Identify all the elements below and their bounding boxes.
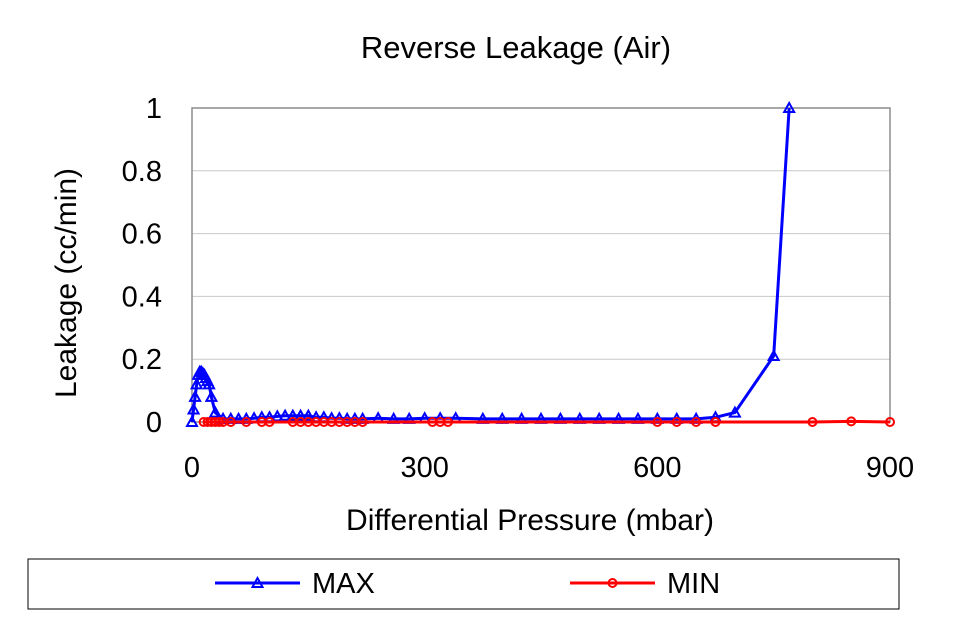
x-tick-label: 900 [866, 452, 914, 484]
data-point-min [225, 417, 236, 427]
data-point-max [766, 349, 781, 362]
data-point-max [782, 100, 796, 113]
data-point-max [208, 405, 222, 418]
data-point-max [286, 408, 300, 421]
y-tick-label: 0.8 [122, 156, 162, 188]
legend: MAX MIN [27, 558, 900, 610]
legend-label-max: MAX [312, 568, 375, 600]
y-tick-label: 1 [146, 93, 162, 125]
x-tick-label: 300 [400, 452, 448, 484]
y-tick-label: 0 [146, 407, 162, 439]
data-point-max [189, 377, 204, 390]
data-point-max [185, 414, 199, 427]
data-point-min [442, 417, 453, 427]
series-line-min [203, 419, 891, 424]
data-point-max [728, 405, 742, 418]
chart-title: Reverse Leakage (Air) [361, 30, 671, 65]
x-tick-label: 0 [184, 452, 200, 484]
data-point-max [301, 408, 316, 421]
data-point-max [293, 408, 308, 421]
data-point-max [204, 389, 219, 402]
data-point-min [710, 417, 721, 427]
data-point-min [671, 417, 682, 427]
data-point-min [652, 417, 663, 427]
legend-marker-min [607, 578, 618, 588]
legend-items: MAX MIN [215, 568, 720, 600]
data-point-max [188, 389, 202, 402]
data-point-max [186, 402, 201, 415]
y-axis-title: Leakage (cc/min) [50, 168, 83, 398]
legend-marker-max [250, 575, 265, 588]
series-min [198, 416, 895, 427]
data-point-min [807, 417, 818, 427]
y-tick-labels: 0 0.2 0.4 0.6 0.8 1 [122, 93, 162, 439]
data-point-min [214, 417, 225, 427]
x-tick-label: 600 [633, 452, 681, 484]
data-point-min [264, 417, 275, 427]
legend-box [27, 558, 900, 610]
x-axis-title: Differential Pressure (mbar) [346, 504, 714, 537]
data-point-min [357, 417, 368, 427]
legend-label-min: MIN [667, 568, 720, 600]
data-point-min [846, 416, 857, 427]
data-point-min [241, 417, 252, 427]
data-point-max [202, 377, 216, 390]
data-point-max [270, 409, 285, 422]
grid-lines [192, 170, 890, 360]
series-line-max [190, 107, 791, 423]
y-tick-label: 0.6 [122, 219, 162, 251]
data-point-min [885, 417, 895, 427]
series-layer [185, 100, 895, 427]
data-point-max [278, 408, 292, 421]
data-point-min [691, 417, 702, 427]
x-tick-labels: 0 300 600 900 [184, 452, 914, 484]
series-max [185, 100, 796, 427]
y-tick-label: 0.4 [122, 281, 162, 313]
y-tick-label: 0.2 [122, 344, 162, 376]
